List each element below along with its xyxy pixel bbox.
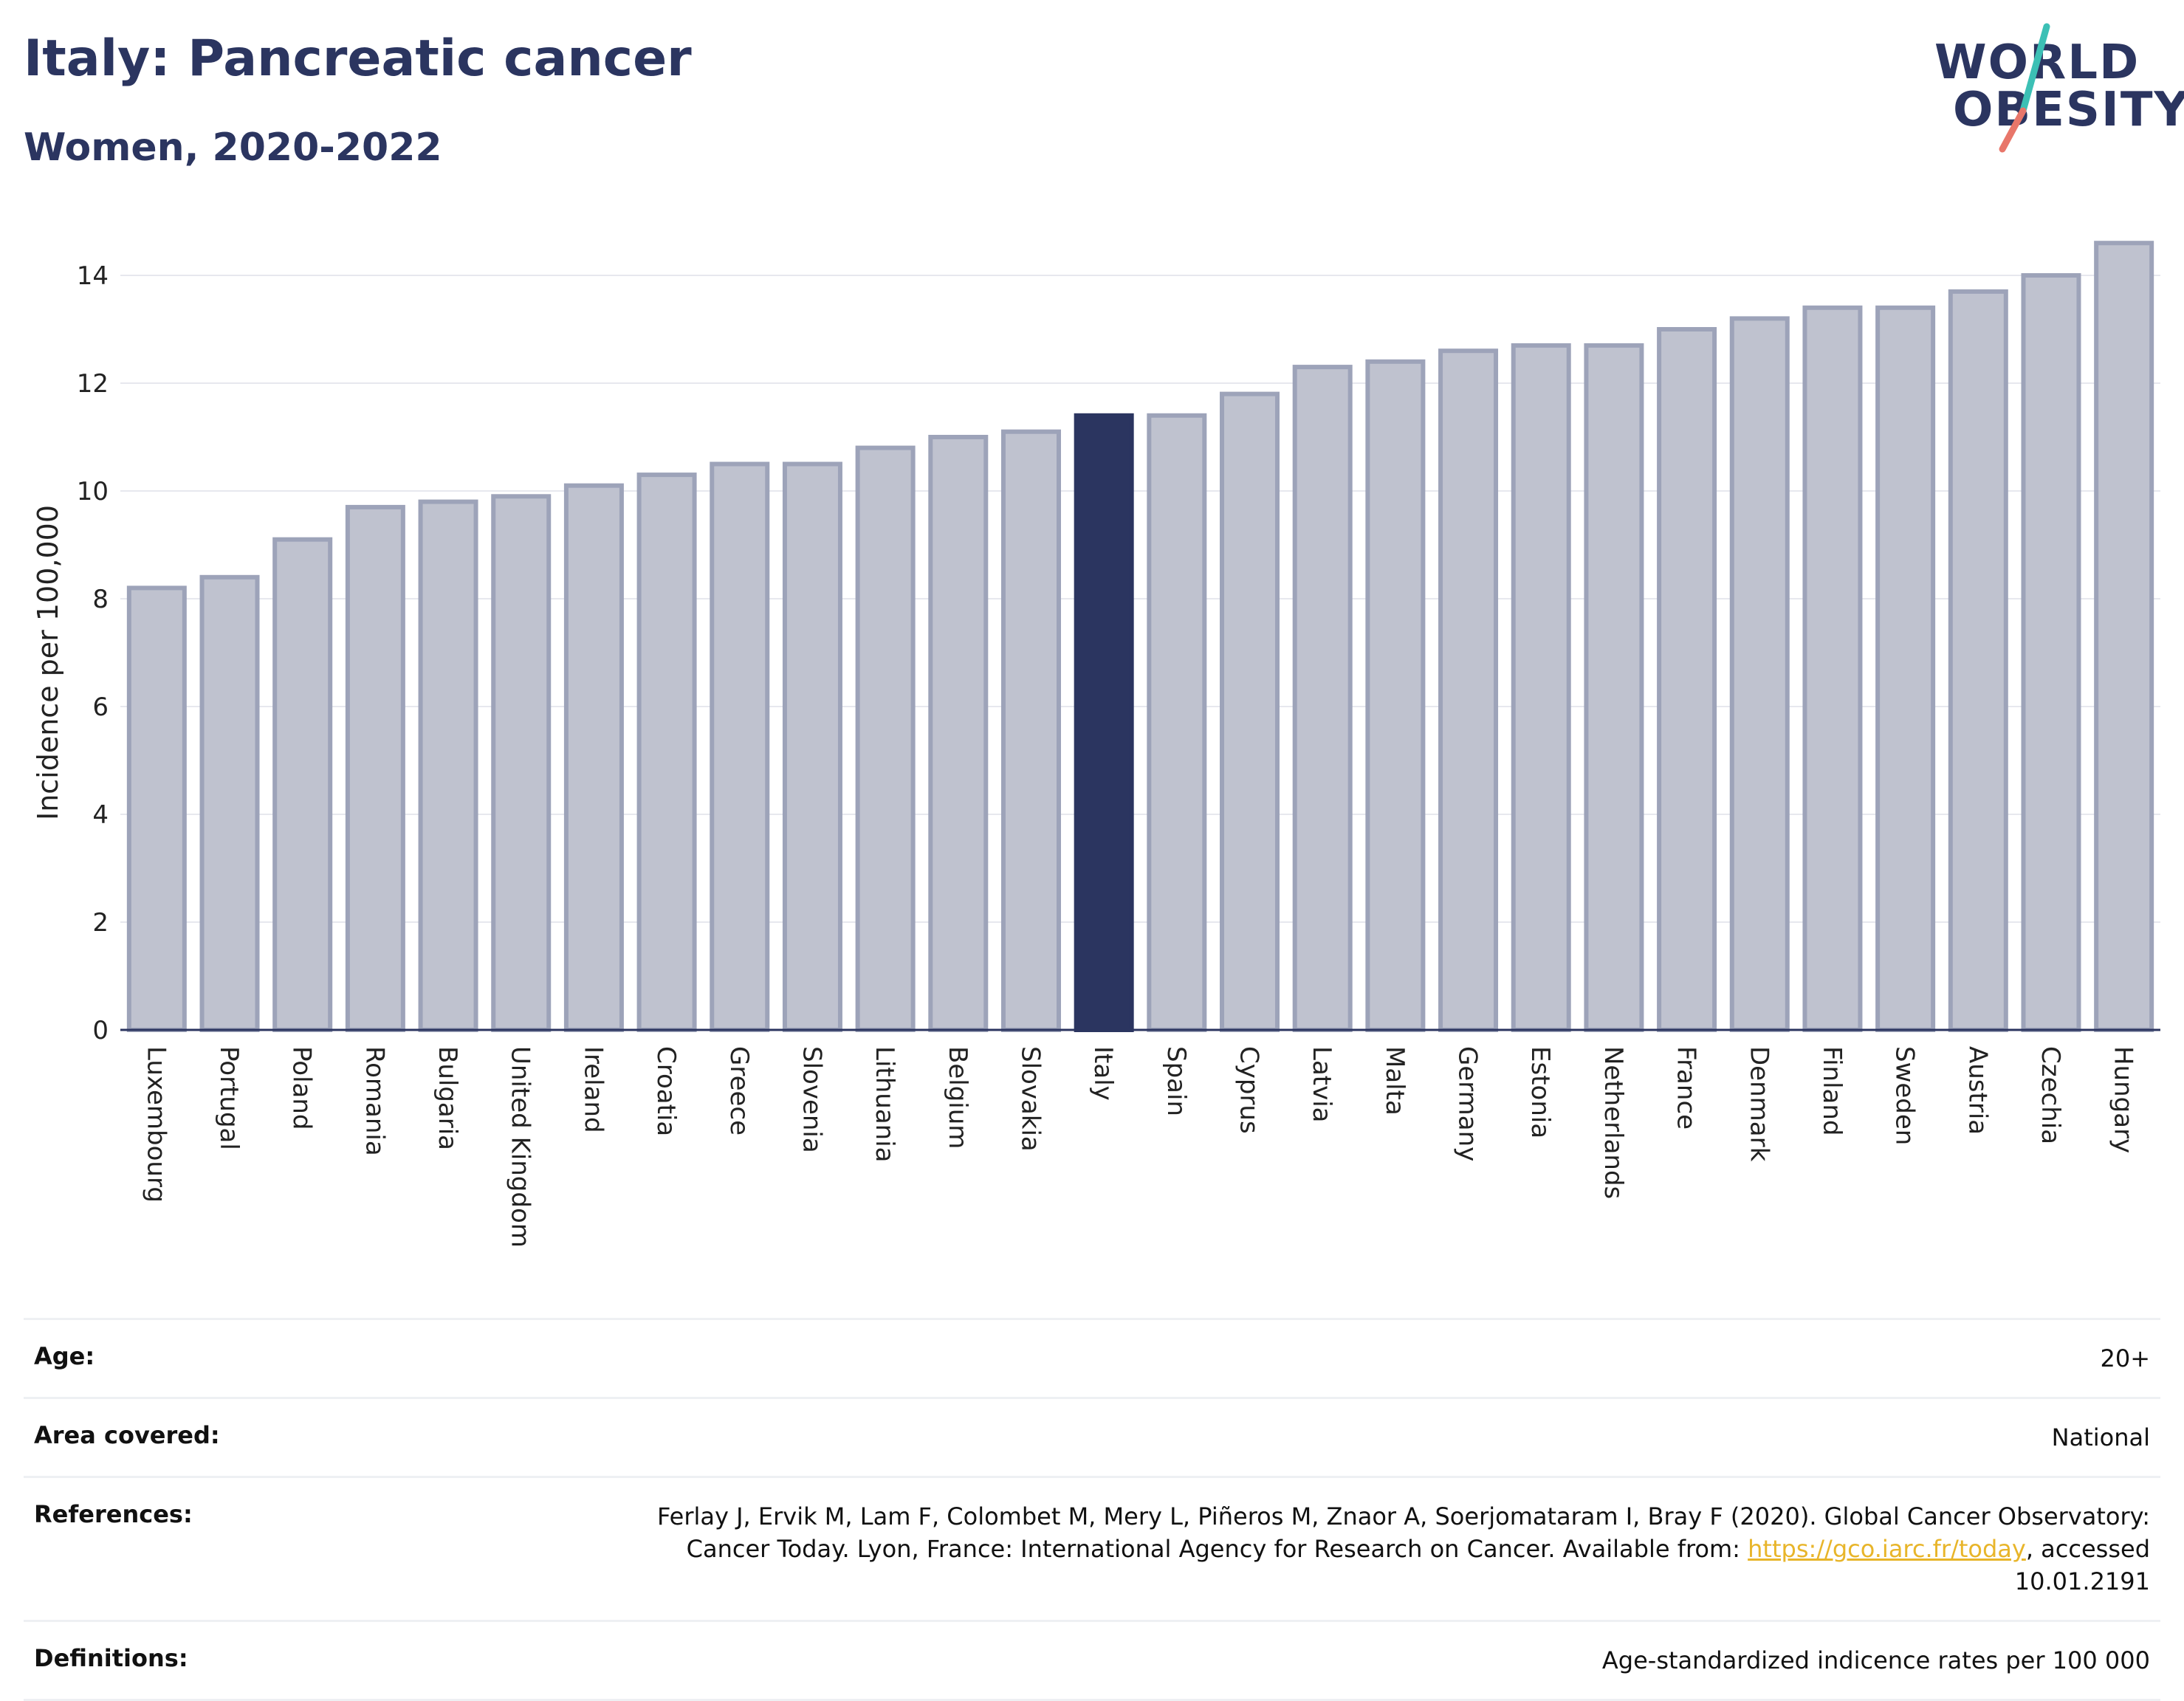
x-tick-label: Spain <box>1161 1046 1191 1116</box>
world-obesity-logo: WORLD OBESITY <box>1920 15 2184 162</box>
x-tick-label: France <box>1672 1046 1701 1130</box>
bar <box>199 574 260 1032</box>
references-accessed: , accessed 10.01.2191 <box>2014 1535 2150 1595</box>
y-tick-label: 0 <box>92 1016 109 1045</box>
x-tick-label: Lithuania <box>870 1046 899 1162</box>
page-title: Italy: Pancreatic cancer <box>24 30 692 88</box>
x-tick-label: Czechia <box>2036 1046 2065 1144</box>
bar <box>1511 343 1571 1032</box>
x-tick-label: Portugal <box>214 1046 244 1150</box>
metadata-table: Age: 20+ Area covered: National Referenc… <box>24 1318 2160 1701</box>
meta-area-value: National <box>2051 1423 2150 1451</box>
x-tick-label: Ireland <box>578 1046 608 1133</box>
y-tick-label: 10 <box>77 477 109 506</box>
bar <box>563 483 624 1032</box>
bar <box>1000 429 1061 1032</box>
x-tick-label: Greece <box>724 1046 754 1135</box>
x-tick-label: Slovakia <box>1015 1046 1045 1152</box>
bar <box>1365 359 1426 1032</box>
bar <box>1729 316 1790 1032</box>
y-tick-label: 12 <box>77 369 109 399</box>
x-tick-label: Estonia <box>1525 1046 1555 1138</box>
bar <box>1802 305 1863 1032</box>
x-tick-label: United Kingdom <box>506 1046 535 1248</box>
references-link[interactable]: https://gco.iarc.fr/today <box>1748 1535 2026 1563</box>
x-tick-label: Sweden <box>1890 1046 1920 1145</box>
bar <box>1292 365 1353 1033</box>
meta-references-value: Ferlay J, Ervik M, Lam F, Colombet M, Me… <box>600 1500 2150 1598</box>
bar <box>491 494 552 1032</box>
meta-row-age: Age: 20+ <box>24 1320 2160 1399</box>
bar <box>928 435 989 1032</box>
y-tick-label: 4 <box>92 800 109 830</box>
bar <box>710 461 770 1032</box>
bar <box>1220 391 1280 1032</box>
x-tick-label: Austria <box>1962 1046 1992 1135</box>
meta-definitions-label: Definitions: <box>34 1644 188 1672</box>
meta-row-area: Area covered: National <box>24 1399 2160 1478</box>
bar <box>345 504 405 1032</box>
meta-age-value: 20+ <box>2100 1344 2150 1372</box>
x-tick-label: Luxembourg <box>141 1046 171 1203</box>
x-tick-label: Poland <box>287 1046 317 1130</box>
bar <box>2094 241 2154 1033</box>
meta-area-label: Area covered: <box>34 1421 220 1449</box>
bar <box>1584 343 1644 1032</box>
meta-row-definitions: Definitions: Age-standardized indicence … <box>24 1622 2160 1701</box>
x-tick-label: Belgium <box>943 1046 972 1149</box>
x-tick-label: Croatia <box>651 1046 681 1136</box>
y-tick-label: 2 <box>92 908 109 938</box>
bar <box>126 585 187 1032</box>
bar <box>1657 327 1717 1032</box>
x-tick-label: Hungary <box>2109 1046 2138 1153</box>
x-tick-label: Denmark <box>1744 1046 1773 1162</box>
y-axis-title: Incidence per 100,000 <box>32 505 64 820</box>
x-tick-label: Malta <box>1380 1046 1409 1116</box>
bar-highlight <box>1074 413 1134 1032</box>
y-tick-label: 14 <box>77 261 109 291</box>
page-subtitle: Women, 2020-2022 <box>24 126 442 170</box>
bar <box>1438 348 1499 1032</box>
meta-definitions-value: Age-standardized indicence rates per 100… <box>1601 1646 2150 1674</box>
meta-references-label: References: <box>34 1500 193 1528</box>
bar <box>782 461 842 1032</box>
x-tick-label: Netherlands <box>1598 1046 1628 1199</box>
x-tick-label: Bulgaria <box>433 1046 462 1150</box>
y-tick-label: 8 <box>92 585 109 614</box>
bar-chart: 0 2 4 6 8 10 12 14 Incidence per 100,000 Luxembou… <box>32 241 2160 1248</box>
x-tick-label: Germany <box>1453 1046 1483 1161</box>
references-text: Ferlay J, Ervik M, Lam F, Colombet M, Me… <box>657 1502 2150 1563</box>
bar <box>1948 289 2008 1032</box>
x-tick-label: Latvia <box>1307 1046 1336 1123</box>
bar <box>418 499 478 1032</box>
x-tick-label: Slovenia <box>797 1046 826 1153</box>
x-tick-label: Cyprus <box>1234 1046 1264 1134</box>
y-tick-label: 6 <box>92 693 109 722</box>
bar <box>1875 305 1936 1032</box>
bar <box>2021 273 2081 1032</box>
x-tick-label: Romania <box>360 1046 389 1156</box>
x-tick-label: Finland <box>1817 1046 1847 1136</box>
meta-row-references: References: Ferlay J, Ervik M, Lam F, Co… <box>24 1478 2160 1622</box>
x-tick-label: Italy <box>1088 1046 1118 1101</box>
bar <box>855 445 916 1032</box>
meta-age-label: Age: <box>34 1342 95 1370</box>
bar <box>272 537 333 1032</box>
logo-slash-icon <box>1999 23 2050 153</box>
bar <box>636 472 697 1032</box>
bar <box>1147 413 1207 1032</box>
logo-line-2: OBESITY <box>1953 83 2184 137</box>
